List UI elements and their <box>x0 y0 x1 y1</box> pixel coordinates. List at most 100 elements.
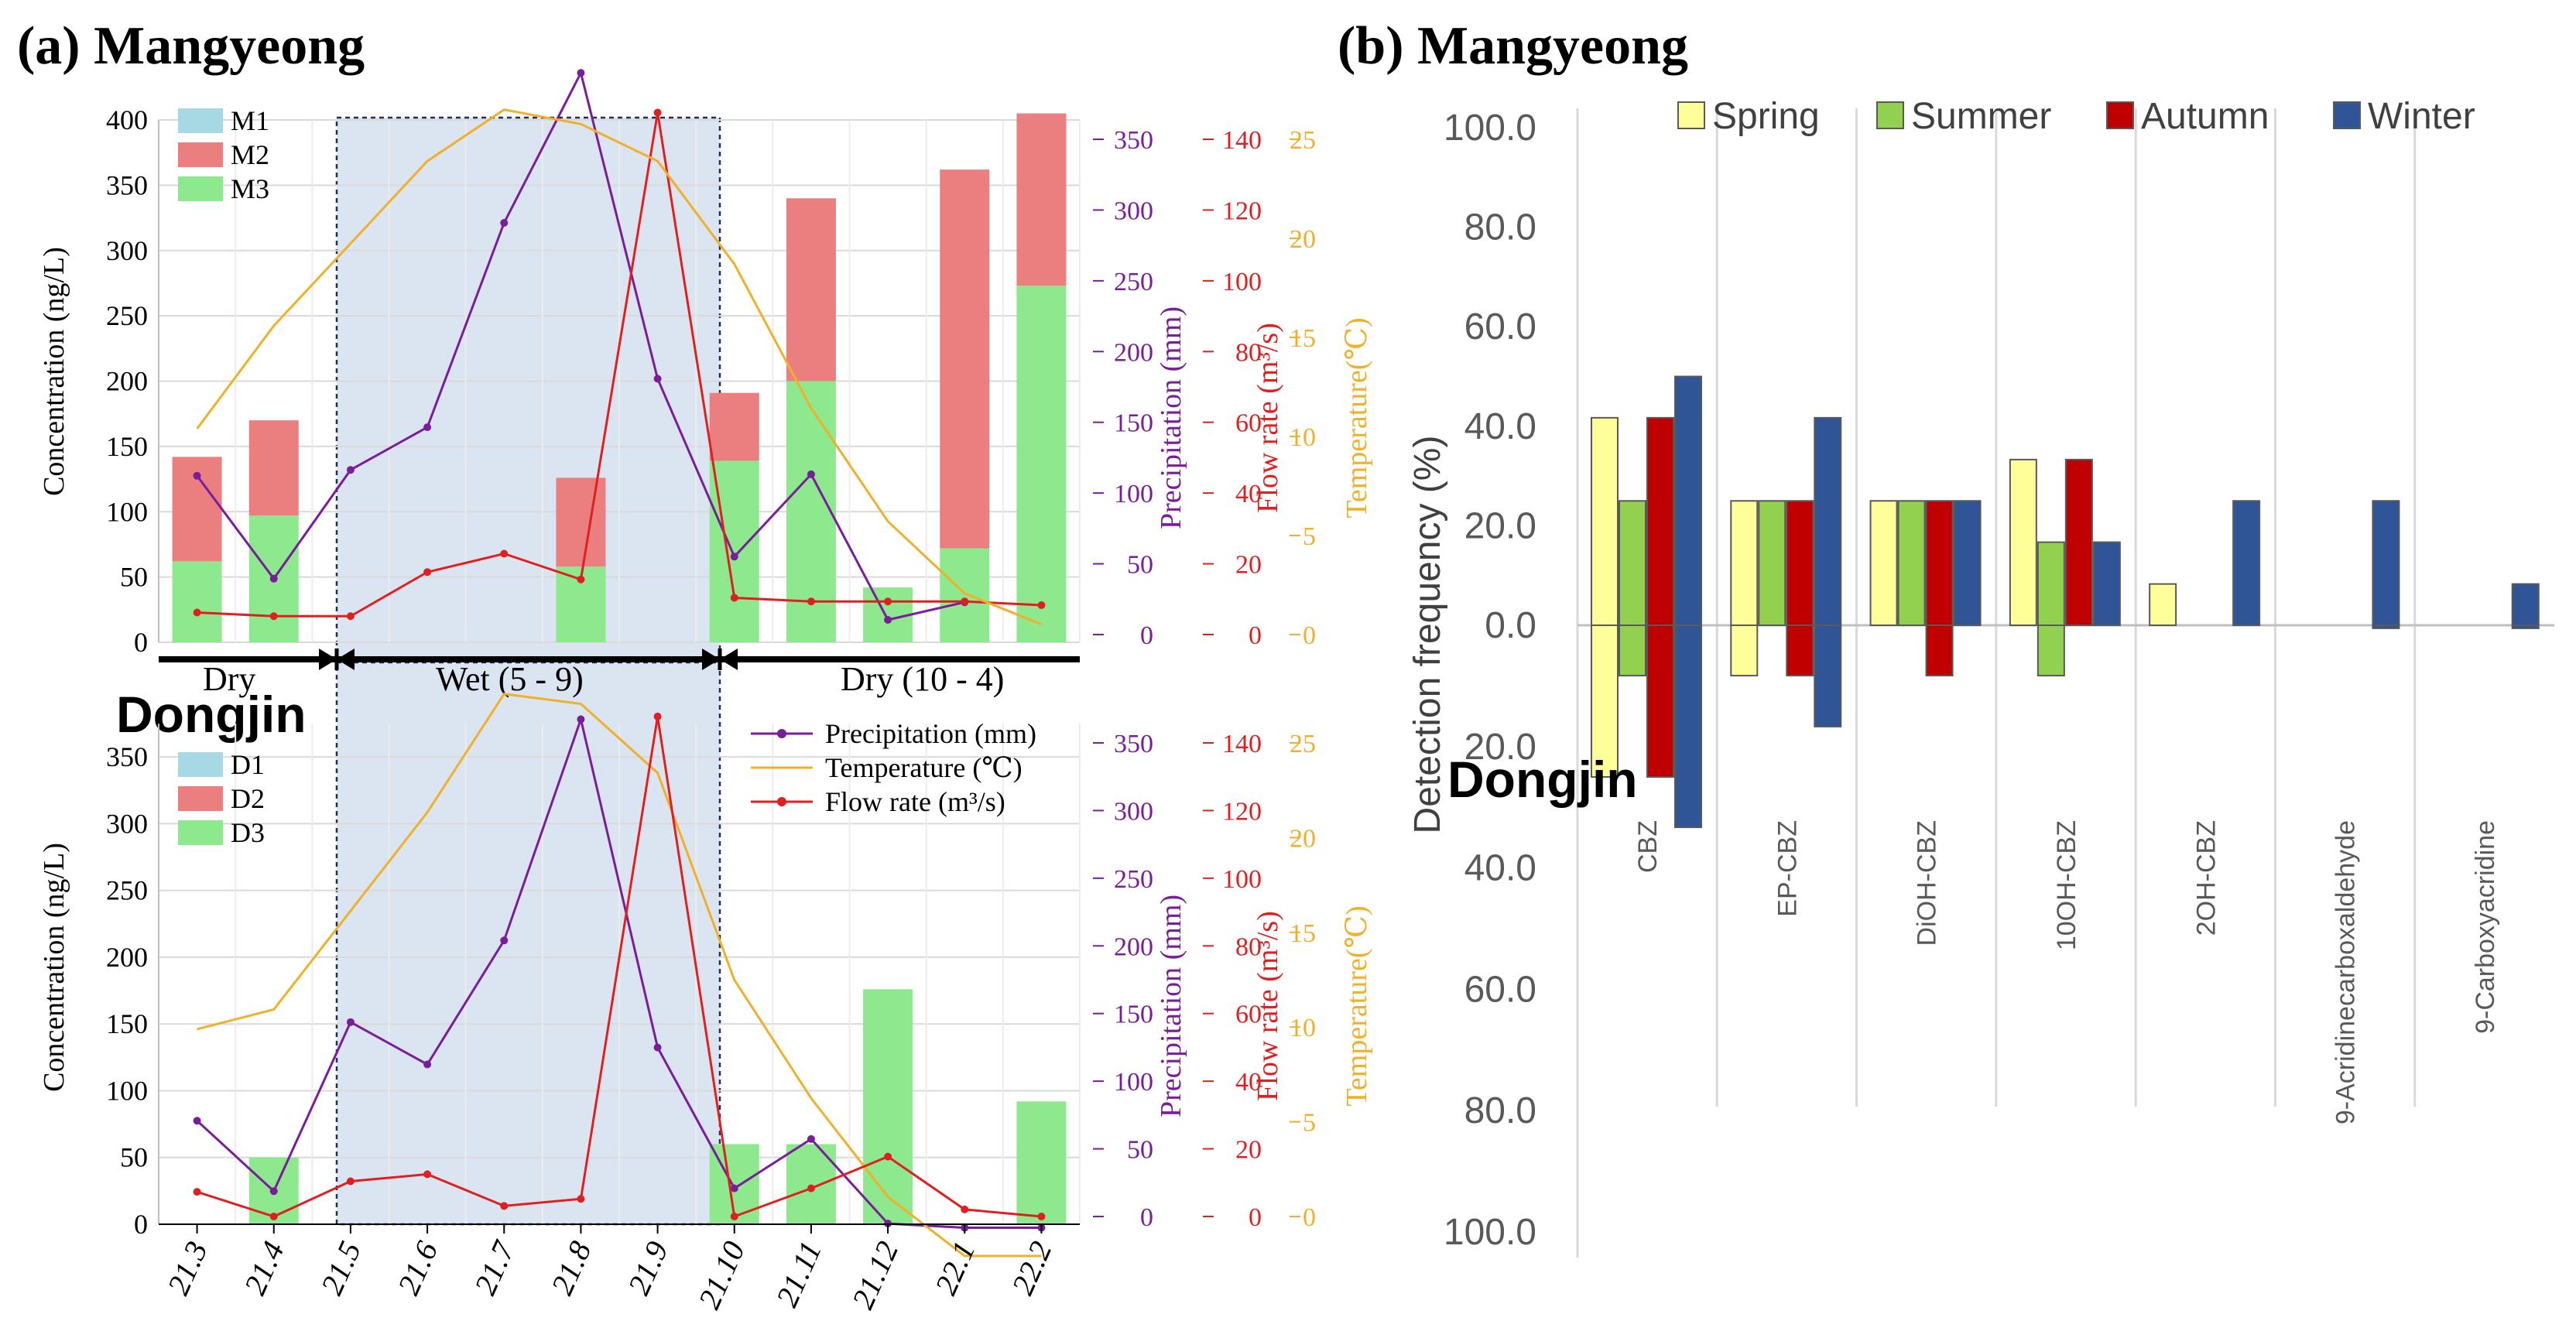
y-tick-label: 300 <box>106 808 148 839</box>
point-Precipitation (mm)-5 <box>577 715 585 724</box>
arrow-dry-right <box>319 648 337 670</box>
r-tick-label: 120 <box>1222 197 1262 225</box>
r-tick-label: 5 <box>1303 522 1316 551</box>
period-label-dry-2: Dry (10 - 4) <box>841 660 1004 698</box>
bottom-y-ticks: 0 50 100 150 200 250 300 350 <box>106 741 148 1240</box>
point-Precipitation (mm)-9 <box>884 616 892 624</box>
b-bar-down-Summer-CBZ <box>1619 625 1646 677</box>
b-y-tick-lower: 20.0 <box>1464 727 1536 768</box>
b-bar-up-Spring-EP-CBZ <box>1730 500 1759 626</box>
r-tick-label: 40 <box>1235 1068 1262 1097</box>
b-bar-up-Autumn-10OH-CBZ <box>2064 458 2093 626</box>
b-bar-up-Autumn-DiOH-CBZ <box>1925 500 1954 626</box>
legend-swatch-D2 <box>178 786 223 811</box>
r-tick-label: 150 <box>1114 1001 1153 1029</box>
b-bar-up-Winter-10OH-CBZ <box>2092 541 2121 627</box>
legend-label-M2: M2 <box>231 139 269 170</box>
point-Flow rate (m³/s)-5 <box>577 1195 585 1203</box>
r-tick-label: 10 <box>1290 423 1316 452</box>
point-Flow rate (m³/s)-2 <box>346 612 355 621</box>
r-tick-label: 5 <box>1303 1109 1316 1138</box>
bar-M2-21.4 <box>248 420 299 516</box>
r-tick-label: 120 <box>1222 797 1262 826</box>
r-axis-title: Temperature(℃) <box>1341 317 1373 518</box>
point-Precipitation (mm)-0 <box>193 1117 201 1125</box>
b-legend-swatch-Summer <box>1876 101 1904 129</box>
point-Precipitation (mm)-1 <box>269 574 278 583</box>
point-Flow rate (m³/s)-10 <box>961 597 969 606</box>
y-tick-label: 200 <box>106 366 148 397</box>
y-tick-label: 150 <box>106 431 148 462</box>
top-lines <box>193 69 1046 626</box>
wet-season-bottom <box>335 661 721 1226</box>
r-tick-label: 0 <box>1303 1203 1316 1232</box>
bar-D3-22.2 <box>1016 1101 1067 1224</box>
point-Flow rate (m³/s)-11 <box>1037 1213 1046 1220</box>
b-bar-up-Summer-DiOH-CBZ <box>1897 500 1926 626</box>
legend-label-D1: D1 <box>231 749 265 780</box>
b-category-label: 9-Carboxyacridine <box>2471 820 2500 1034</box>
bottom-bars <box>248 989 1067 1224</box>
point-Precipitation (mm)-3 <box>423 423 432 432</box>
r-tick-label: 350 <box>1114 126 1153 155</box>
line-legend: Precipitation (mm)Temperature (℃)Flow ra… <box>751 718 1036 817</box>
r-tick-label: 0 <box>1303 621 1316 650</box>
b-bar-down-Spring-CBZ <box>1591 625 1619 778</box>
y-tick-label: 250 <box>106 300 148 331</box>
line-Flow rate (m³/s) <box>197 112 1042 618</box>
line-Flow rate (m³/s) <box>197 716 1042 1219</box>
arrow-wet-right <box>702 648 720 670</box>
bottom-y-axis-title: Concentration (ng/L) <box>38 843 70 1092</box>
r-tick-label: 10 <box>1290 1014 1316 1042</box>
legend-label-M3: M3 <box>231 173 269 204</box>
point-Flow rate (m³/s)-0 <box>193 608 201 617</box>
r-tick-label: 20 <box>1235 1136 1262 1165</box>
r-tick-label: 200 <box>1114 338 1153 367</box>
b-dongjin-label: Dongjin <box>1447 751 1638 808</box>
point-Flow rate (m³/s)-11 <box>1037 601 1046 609</box>
b-bar-up-Winter-9-Acridinecarboxaldehyde <box>2372 500 2400 626</box>
b-legend-swatch-Autumn <box>2106 101 2134 129</box>
r-tick-label: 80 <box>1235 338 1262 367</box>
y-tick-label: 200 <box>106 942 148 973</box>
x-tick-label: 22.2 <box>1005 1236 1059 1299</box>
b-bar-down-Autumn-CBZ <box>1646 625 1674 778</box>
b-bar-up-Winter-EP-CBZ <box>1814 416 1842 627</box>
r-axis-title: Temperature(℃) <box>1341 905 1373 1106</box>
r-tick-label: 25 <box>1290 126 1316 155</box>
x-tick-label: 21.10 <box>691 1236 752 1314</box>
point-Precipitation (mm)-8 <box>807 1134 815 1143</box>
r-axis-title: Precipitation (mm) <box>1155 895 1187 1117</box>
r-tick-label: 300 <box>1114 197 1153 225</box>
line-legend-marker <box>777 729 786 738</box>
b-bar-down-Spring-EP-CBZ <box>1730 625 1759 677</box>
point-Precipitation (mm)-6 <box>653 1043 662 1052</box>
arrow-wet-left <box>337 648 355 670</box>
b-bars <box>1591 375 2540 829</box>
b-bar-up-Spring-DiOH-CBZ <box>1869 500 1898 626</box>
point-Flow rate (m³/s)-3 <box>423 568 432 577</box>
point-Flow rate (m³/s)-5 <box>577 575 585 583</box>
panel-a-title: (a) Mangyeong <box>17 16 365 76</box>
legend-label-D3: D3 <box>231 817 265 848</box>
b-legend-label-Summer: Summer <box>1911 96 2051 137</box>
r-tick-label: 0 <box>1249 621 1262 650</box>
r-tick-label: 250 <box>1114 268 1153 296</box>
r-tick-label: 40 <box>1235 480 1262 508</box>
b-bar-down-Winter-9-Acridinecarboxaldehyde <box>2372 625 2400 629</box>
b-category-label: CBZ <box>1633 820 1663 873</box>
r-tick-label: 0 <box>1249 1203 1262 1232</box>
r-axis-title: Precipitation (mm) <box>1155 306 1187 529</box>
y-tick-label: 0 <box>134 1209 148 1240</box>
top-bars <box>172 113 1067 642</box>
y-tick-label: 100 <box>106 496 148 527</box>
point-Precipitation (mm)-7 <box>730 553 738 561</box>
x-tick-label: 21.9 <box>621 1236 675 1299</box>
point-Precipitation (mm)-4 <box>500 936 509 945</box>
r-tick-label: 200 <box>1114 932 1153 961</box>
y-tick-label: 400 <box>106 104 148 135</box>
b-y-tick-lower: 80.0 <box>1464 1090 1536 1131</box>
x-tick-label: 22.1 <box>928 1236 982 1299</box>
